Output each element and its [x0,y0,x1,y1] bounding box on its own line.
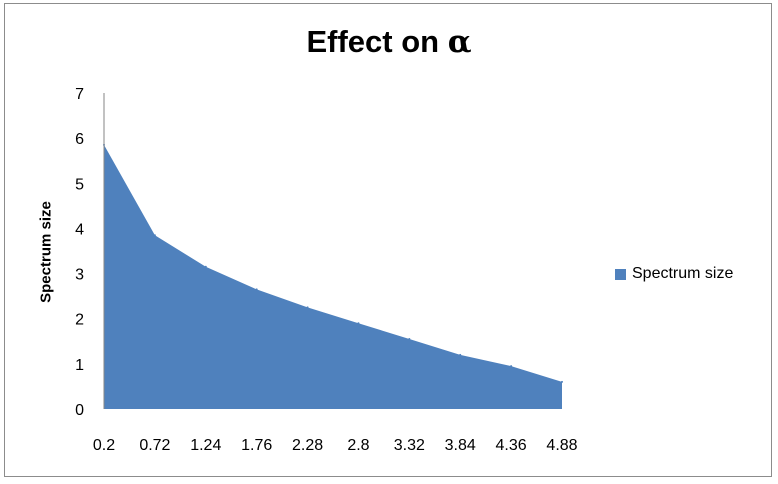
data-point [306,306,309,309]
x-tick-label: 1.76 [241,437,272,454]
y-tick-label: 6 [75,131,84,148]
data-point [561,380,563,383]
series-area-spectrum-size [104,144,562,409]
y-tick-label: 5 [75,176,84,193]
data-point [153,234,156,237]
x-tick-label: 4.88 [546,437,577,454]
x-tick-label: 4.36 [496,437,527,454]
data-point [255,288,258,291]
legend-swatch [615,268,626,280]
data-point [357,322,360,325]
x-tick-label: 3.84 [445,437,476,454]
y-tick-label: 0 [75,402,84,419]
y-tick-label: 1 [75,357,84,374]
x-tick-label: 2.8 [347,437,369,454]
y-tick-label: 2 [75,312,84,329]
x-tick-label: 3.32 [394,437,425,454]
data-point [408,338,411,341]
chart-title-alpha: α [447,24,472,60]
data-point [204,265,207,268]
legend-label: Spectrum size [632,265,734,282]
chart-title: Effect on α [0,24,778,60]
data-point [459,353,462,356]
chart-title-text: Effect on [306,24,448,59]
x-tick-label: 0.2 [93,437,115,454]
y-tick-label: 3 [75,267,84,284]
y-tick-label: 7 [75,86,84,103]
data-point [510,365,513,368]
legend: Spectrum size [615,265,733,283]
x-tick-label: 2.28 [292,437,323,454]
x-tick-label: 0.72 [139,437,170,454]
y-tick-label: 4 [75,221,84,238]
x-tick-label: 1.24 [190,437,221,454]
